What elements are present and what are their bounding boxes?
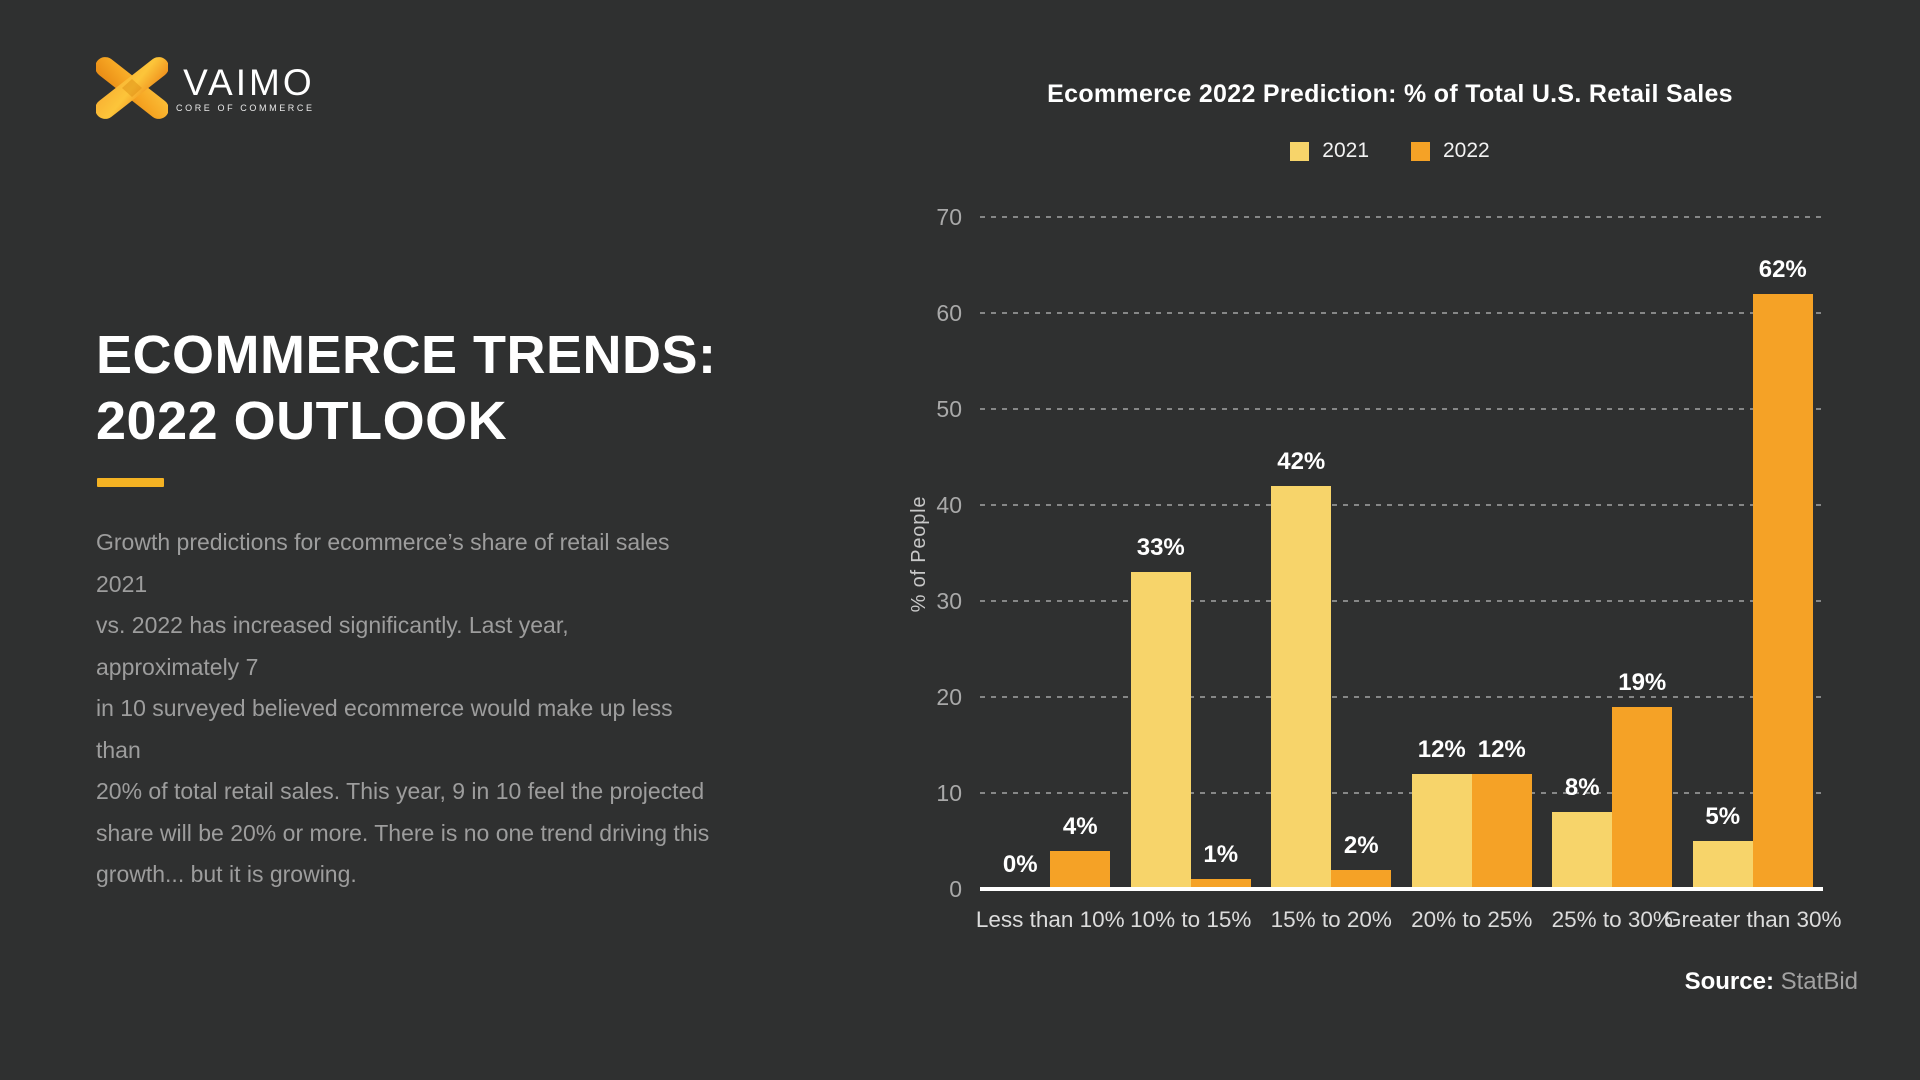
y-tick-0: 0 xyxy=(949,876,962,902)
y-axis-title: % of People xyxy=(908,495,930,613)
vaimo-x-icon xyxy=(96,57,168,119)
gridline-10 xyxy=(980,792,1823,794)
source-value: StatBid xyxy=(1773,968,1858,995)
bar-value-label-2022-3: 2% xyxy=(1343,831,1379,859)
bar-2021-5 xyxy=(1552,812,1613,889)
bar-col-2021: 5% xyxy=(1692,217,1753,889)
bar-group-2: 33% 1% 10% to 15% xyxy=(1130,217,1251,932)
bar-value-label-2021-2: 33% xyxy=(1136,534,1185,562)
y-tick-40: 40 xyxy=(936,492,962,518)
bar-2022-6 xyxy=(1752,293,1813,889)
logo-tagline-text: CORE OF COMMERCE xyxy=(176,102,315,113)
bar-group-6: 5% 62% Greater than 30% xyxy=(1664,217,1842,932)
y-tick-20: 20 xyxy=(936,684,962,710)
y-tick-30: 30 xyxy=(936,588,962,614)
x-axis-label-4: 20% to 25% xyxy=(1411,907,1533,932)
x-axis-baseline xyxy=(980,887,1823,891)
bar-2021-4 xyxy=(1411,773,1472,889)
bar-value-label-2021-3: 42% xyxy=(1277,447,1326,475)
bar-col-2021: 42% xyxy=(1271,217,1332,889)
bar-value-label-2021-4: 12% xyxy=(1417,735,1466,763)
intro-paragraph: Growth predictions for ecommerce’s share… xyxy=(96,529,710,887)
logo-brand-text: VAIMO xyxy=(183,61,315,103)
legend-swatch-2022 xyxy=(1411,141,1430,161)
bar-2022-1 xyxy=(1050,850,1111,889)
legend-swatch-2021 xyxy=(1290,141,1310,161)
chart-title: Ecommerce 2022 Prediction: % of Total U.… xyxy=(1047,80,1733,108)
bar-value-label-2021-1: 0% xyxy=(1002,851,1038,878)
x-axis-label-5: 25% to 30% xyxy=(1551,907,1673,932)
gridline-30 xyxy=(980,600,1823,602)
bar-group-1: 0% 4% Less than 10% xyxy=(976,217,1125,932)
gridline-50 xyxy=(980,408,1823,410)
page-title-line2: 2022 OUTLOOK xyxy=(96,391,508,451)
bar-value-label-2022-2: 1% xyxy=(1203,841,1239,869)
bar-group-5: 8% 19% 25% to 30% xyxy=(1552,217,1673,932)
bar-2022-2 xyxy=(1190,879,1251,889)
bar-col-2022: 2% xyxy=(1331,217,1392,889)
bar-col-2022: 12% xyxy=(1471,217,1532,889)
bar-value-label-2022-4: 12% xyxy=(1477,735,1526,763)
bar-value-label-2022-1: 4% xyxy=(1062,812,1098,840)
title-underline-accent xyxy=(97,478,164,487)
bar-2022-3 xyxy=(1331,869,1392,889)
bar-col-2021: 0% xyxy=(990,217,1050,889)
gridline-60 xyxy=(980,312,1823,314)
bar-2021-2 xyxy=(1130,572,1191,889)
x-axis-label-3: 15% to 20% xyxy=(1270,907,1392,932)
bar-value-label-2021-5: 8% xyxy=(1564,774,1600,802)
bar-col-2021: 8% xyxy=(1552,217,1613,889)
source-note: Source: StatBid xyxy=(1685,968,1858,996)
bar-col-2022: 62% xyxy=(1752,217,1813,889)
bar-value-label-2021-6: 5% xyxy=(1705,803,1741,830)
bar-group-4: 12% 12% 20% to 25% xyxy=(1411,217,1532,932)
y-tick-50: 50 xyxy=(936,396,962,422)
bar-col-2021: 33% xyxy=(1130,217,1191,889)
legend-label-2022: 2022 xyxy=(1443,139,1490,162)
bar-value-label-2022-5: 19% xyxy=(1618,668,1667,696)
plot-area: 0 10 20 30 40 50 60 70 0% 4% Less than 10% 33% 1% 10%… xyxy=(936,204,1842,932)
bar-col-2022: 19% xyxy=(1612,217,1673,889)
y-tick-60: 60 xyxy=(936,300,962,326)
bar-col-2022: 1% xyxy=(1190,217,1251,889)
gridline-20 xyxy=(980,696,1823,698)
chart-legend: 2021 2022 xyxy=(900,139,1880,163)
gridline-40 xyxy=(980,504,1823,506)
legend-item-2022: 2022 xyxy=(1411,139,1490,163)
bar-col-2022: 4% xyxy=(1050,217,1111,889)
gridline-70 xyxy=(980,216,1823,218)
page-title: ECOMMERCE TRENDS: 2022 OUTLOOK xyxy=(96,322,717,454)
x-axis-label-1: Less than 10% xyxy=(975,907,1125,932)
x-axis-label-6: Greater than 30% xyxy=(1663,907,1842,932)
source-label: Source: xyxy=(1684,968,1774,995)
legend-label-2021: 2021 xyxy=(1322,139,1369,162)
bar-2021-3 xyxy=(1271,485,1332,889)
bar-col-2021: 12% xyxy=(1411,217,1472,889)
y-tick-10: 10 xyxy=(936,780,962,806)
x-axis-label-2: 10% to 15% xyxy=(1130,907,1252,932)
vaimo-logo: VAIMO CORE OF COMMERCE xyxy=(96,57,315,119)
bar-2022-5 xyxy=(1612,706,1673,889)
page-title-line1: ECOMMERCE TRENDS: xyxy=(96,325,717,385)
bar-group-3: 42% 2% 15% to 20% xyxy=(1271,217,1392,932)
bar-value-label-2022-6: 62% xyxy=(1758,255,1807,283)
bar-2022-4 xyxy=(1471,773,1532,889)
bar-2021-6 xyxy=(1692,841,1753,889)
legend-item-2021: 2021 xyxy=(1290,139,1369,163)
y-tick-70: 70 xyxy=(936,204,962,230)
